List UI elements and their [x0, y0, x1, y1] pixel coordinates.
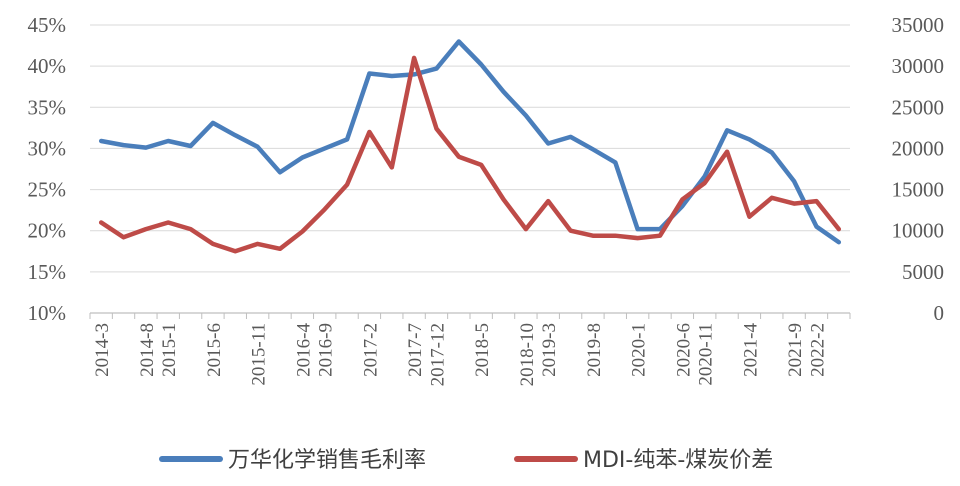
x-tick-label: 2020-6 — [673, 323, 694, 377]
left-tick-label: 30% — [28, 136, 67, 160]
x-axis: 2014-3 2014-8 2015-1 2015-6 2015-11 2016-4 201… — [89, 312, 851, 386]
left-tick-label: 35% — [28, 95, 67, 119]
right-tick-label: 25000 — [892, 95, 945, 119]
x-tick-label: 2017-12 — [427, 323, 448, 386]
x-tick-label: 2020-1 — [629, 323, 650, 377]
right-tick-label: 0 — [934, 301, 945, 325]
x-tick-label: 2021-9 — [785, 323, 806, 377]
series-line-2 — [98, 55, 842, 254]
x-tick-label: 2019-8 — [584, 323, 605, 377]
left-tick-label: 45% — [28, 13, 67, 37]
x-tick-label: 2018-5 — [472, 323, 493, 377]
legend-label-series-2: MDI-纯苯-煤炭价差 — [583, 448, 773, 473]
right-tick-label: 30000 — [892, 54, 945, 78]
right-tick-label: 35000 — [892, 13, 945, 37]
x-tick-label: 2016-4 — [293, 323, 314, 377]
x-tick-label: 2019-3 — [539, 323, 560, 377]
left-y-axis: 10% 15% 20% 25% 30% 35% 40% 45% — [28, 13, 67, 325]
x-tick-label: 2017-7 — [405, 323, 426, 377]
x-tick-label: 2015-1 — [159, 323, 180, 377]
x-tick-label: 2015-6 — [204, 323, 225, 377]
right-tick-label: 20000 — [892, 136, 945, 160]
right-y-axis: 0 5000 10000 15000 20000 25000 30000 35000 — [892, 13, 945, 325]
legend-label-series-1: 万华化学销售毛利率 — [228, 448, 426, 473]
x-tick-label: 2017-2 — [360, 323, 381, 377]
right-tick-label: 15000 — [892, 178, 945, 202]
right-tick-label: 10000 — [892, 219, 945, 243]
legend: 万华化学销售毛利率 MDI-纯苯-煤炭价差 — [159, 448, 773, 473]
x-tick-label: 2014-3 — [92, 323, 113, 377]
left-tick-label: 10% — [28, 301, 67, 325]
x-tick-label: 2018-10 — [517, 323, 538, 386]
left-tick-label: 25% — [28, 178, 67, 202]
gridlines — [90, 24, 850, 314]
series-line-1 — [98, 39, 842, 245]
x-tick-label: 2015-11 — [249, 323, 270, 386]
left-tick-label: 20% — [28, 219, 67, 243]
right-tick-label: 5000 — [902, 260, 944, 284]
x-tick-label: 2014-8 — [137, 323, 158, 377]
left-tick-label: 40% — [28, 54, 67, 78]
x-tick-label: 2020-11 — [696, 323, 717, 386]
left-tick-label: 15% — [28, 260, 67, 284]
x-tick-label: 2021-4 — [740, 323, 761, 377]
x-tick-label: 2022-2 — [807, 323, 828, 377]
x-tick-label: 2016-9 — [316, 323, 337, 377]
series-lines — [98, 39, 842, 254]
